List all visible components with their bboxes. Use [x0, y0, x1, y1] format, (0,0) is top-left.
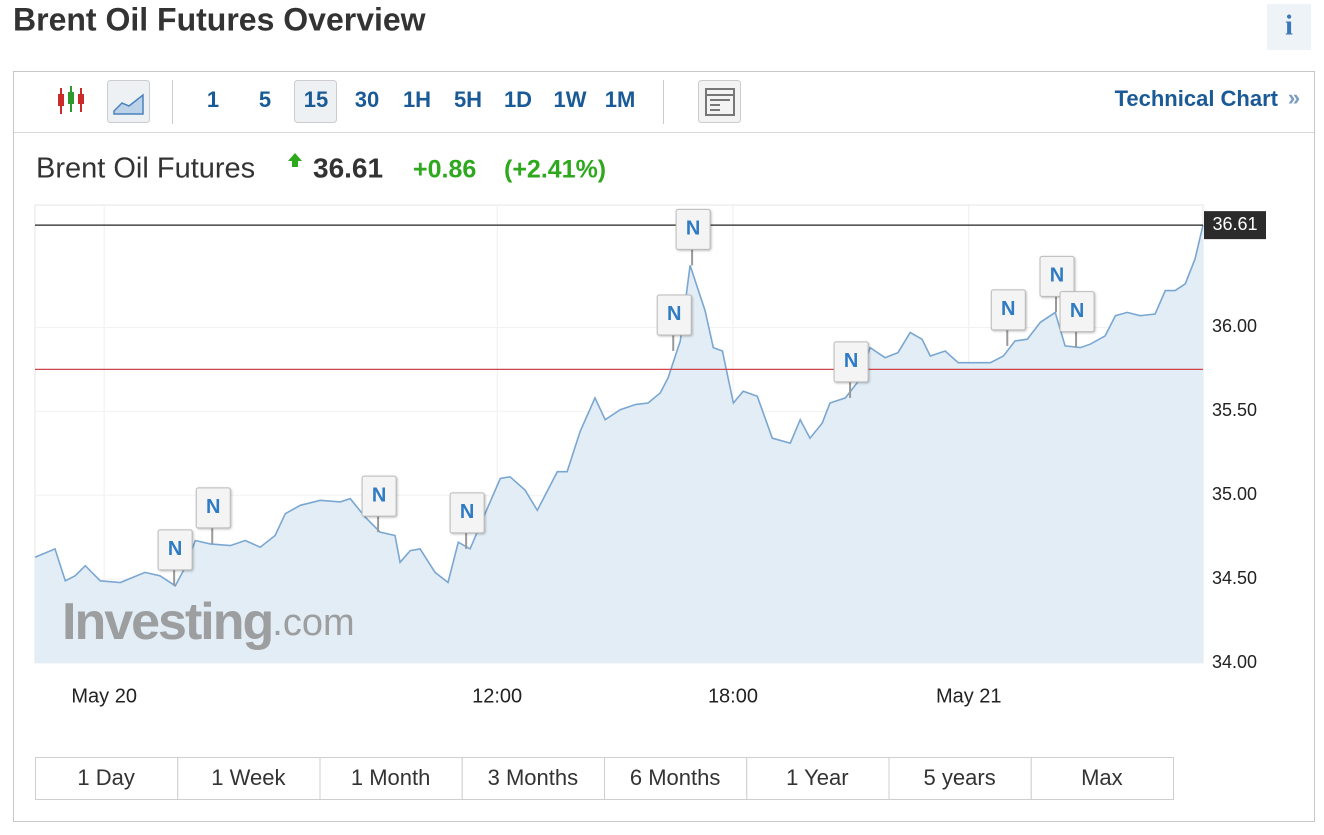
y-tick-label: 36.00 — [1212, 316, 1257, 336]
news-label[interactable]: N — [667, 303, 681, 325]
news-flag[interactable] — [195, 487, 231, 529]
interval-button[interactable]: 5H — [454, 87, 482, 112]
price-area — [35, 225, 1203, 663]
news-label[interactable]: N — [460, 501, 474, 523]
news-label[interactable]: N — [686, 218, 700, 240]
news-flag[interactable] — [990, 289, 1026, 331]
interval-button[interactable]: 1 — [207, 87, 219, 112]
x-tick-label: May 21 — [936, 685, 1002, 707]
technical-chart-link[interactable]: Technical Chart — [1115, 86, 1279, 111]
news-flag[interactable] — [833, 341, 869, 383]
line-chart-icon[interactable] — [113, 93, 144, 115]
interval-button[interactable]: 30 — [355, 87, 379, 112]
range-label[interactable]: 1 Month — [351, 765, 431, 790]
news-flag[interactable] — [361, 475, 397, 517]
news-flag[interactable] — [656, 294, 692, 336]
instrument-name: Brent Oil Futures — [36, 153, 255, 185]
news-label[interactable]: N — [844, 350, 858, 372]
x-tick-label: 18:00 — [708, 685, 758, 707]
range-button[interactable] — [319, 757, 463, 800]
news-label[interactable]: N — [168, 538, 182, 560]
info-icon[interactable]: i — [1285, 10, 1293, 41]
range-bar: 1 Day 1 Week 1 Month 3 Months 6 Months 1 Year… — [35, 757, 1174, 800]
news-flag[interactable] — [1039, 255, 1075, 297]
y-tick-label: 35.50 — [1212, 400, 1257, 420]
watermark-brand: Investing — [62, 593, 272, 651]
news-label[interactable]: N — [1001, 298, 1015, 320]
range-label[interactable]: 1 Year — [786, 765, 848, 790]
range-button[interactable] — [888, 757, 1032, 800]
chart: May 20 12:00 18:00 May 21 34.00 34.50 35.00 35.… — [34, 205, 1266, 707]
range-label[interactable]: Max — [1081, 765, 1123, 790]
interval-button[interactable]: 15 — [304, 87, 328, 112]
news-flag[interactable] — [1059, 291, 1095, 333]
y-tick-label: 34.00 — [1212, 652, 1257, 672]
page-title: Brent Oil Futures Overview — [13, 1, 426, 37]
y-tick-label: 34.50 — [1212, 568, 1257, 588]
watermark: Investing.com — [62, 593, 355, 651]
interval-active[interactable] — [294, 80, 337, 123]
range-label[interactable]: 3 Months — [488, 765, 579, 790]
widget-frame — [13, 71, 1315, 822]
layout-icon[interactable] — [705, 88, 735, 116]
price-change-percent: (+2.41%) — [504, 156, 606, 184]
news-label[interactable]: N — [372, 484, 386, 506]
candle-icon[interactable] — [58, 86, 84, 114]
news-flag[interactable] — [675, 208, 711, 250]
y-tick-label: 35.00 — [1212, 484, 1257, 504]
interval-button[interactable]: 1W — [554, 87, 587, 112]
range-button[interactable] — [1030, 757, 1174, 800]
news-label[interactable]: N — [1070, 300, 1084, 322]
news-flag[interactable] — [157, 529, 193, 571]
price-line — [34, 224, 1204, 587]
layout-button[interactable] — [698, 80, 741, 123]
interval-button[interactable]: 1M — [605, 87, 636, 112]
info-button[interactable] — [1267, 4, 1311, 50]
news-label[interactable]: N — [206, 496, 220, 518]
last-price-label: 36.61 — [1212, 214, 1257, 234]
range-label[interactable]: 6 Months — [630, 765, 721, 790]
up-arrow — [288, 153, 302, 167]
last-price: 36.61 — [313, 152, 383, 183]
range-label[interactable]: 1 Week — [211, 765, 286, 790]
range-button[interactable] — [461, 757, 605, 800]
range-label[interactable]: 1 Day — [77, 765, 134, 790]
interval-button[interactable]: 1D — [504, 87, 532, 112]
price-change: +0.86 — [413, 156, 476, 184]
range-label[interactable]: 5 years — [924, 765, 996, 790]
news-label[interactable]: N — [1050, 265, 1064, 287]
x-tick-label: May 20 — [71, 685, 137, 707]
interval-button[interactable]: 1H — [403, 87, 431, 112]
range-button[interactable] — [604, 757, 748, 800]
link-arrow[interactable]: » — [1288, 85, 1300, 110]
interval-button[interactable]: 5 — [259, 87, 271, 112]
last-price-box — [1204, 211, 1266, 240]
x-tick-label: 12:00 — [472, 685, 522, 707]
watermark-suffix: .com — [272, 602, 354, 644]
news-flag[interactable] — [449, 492, 485, 534]
range-button[interactable] — [177, 757, 321, 800]
